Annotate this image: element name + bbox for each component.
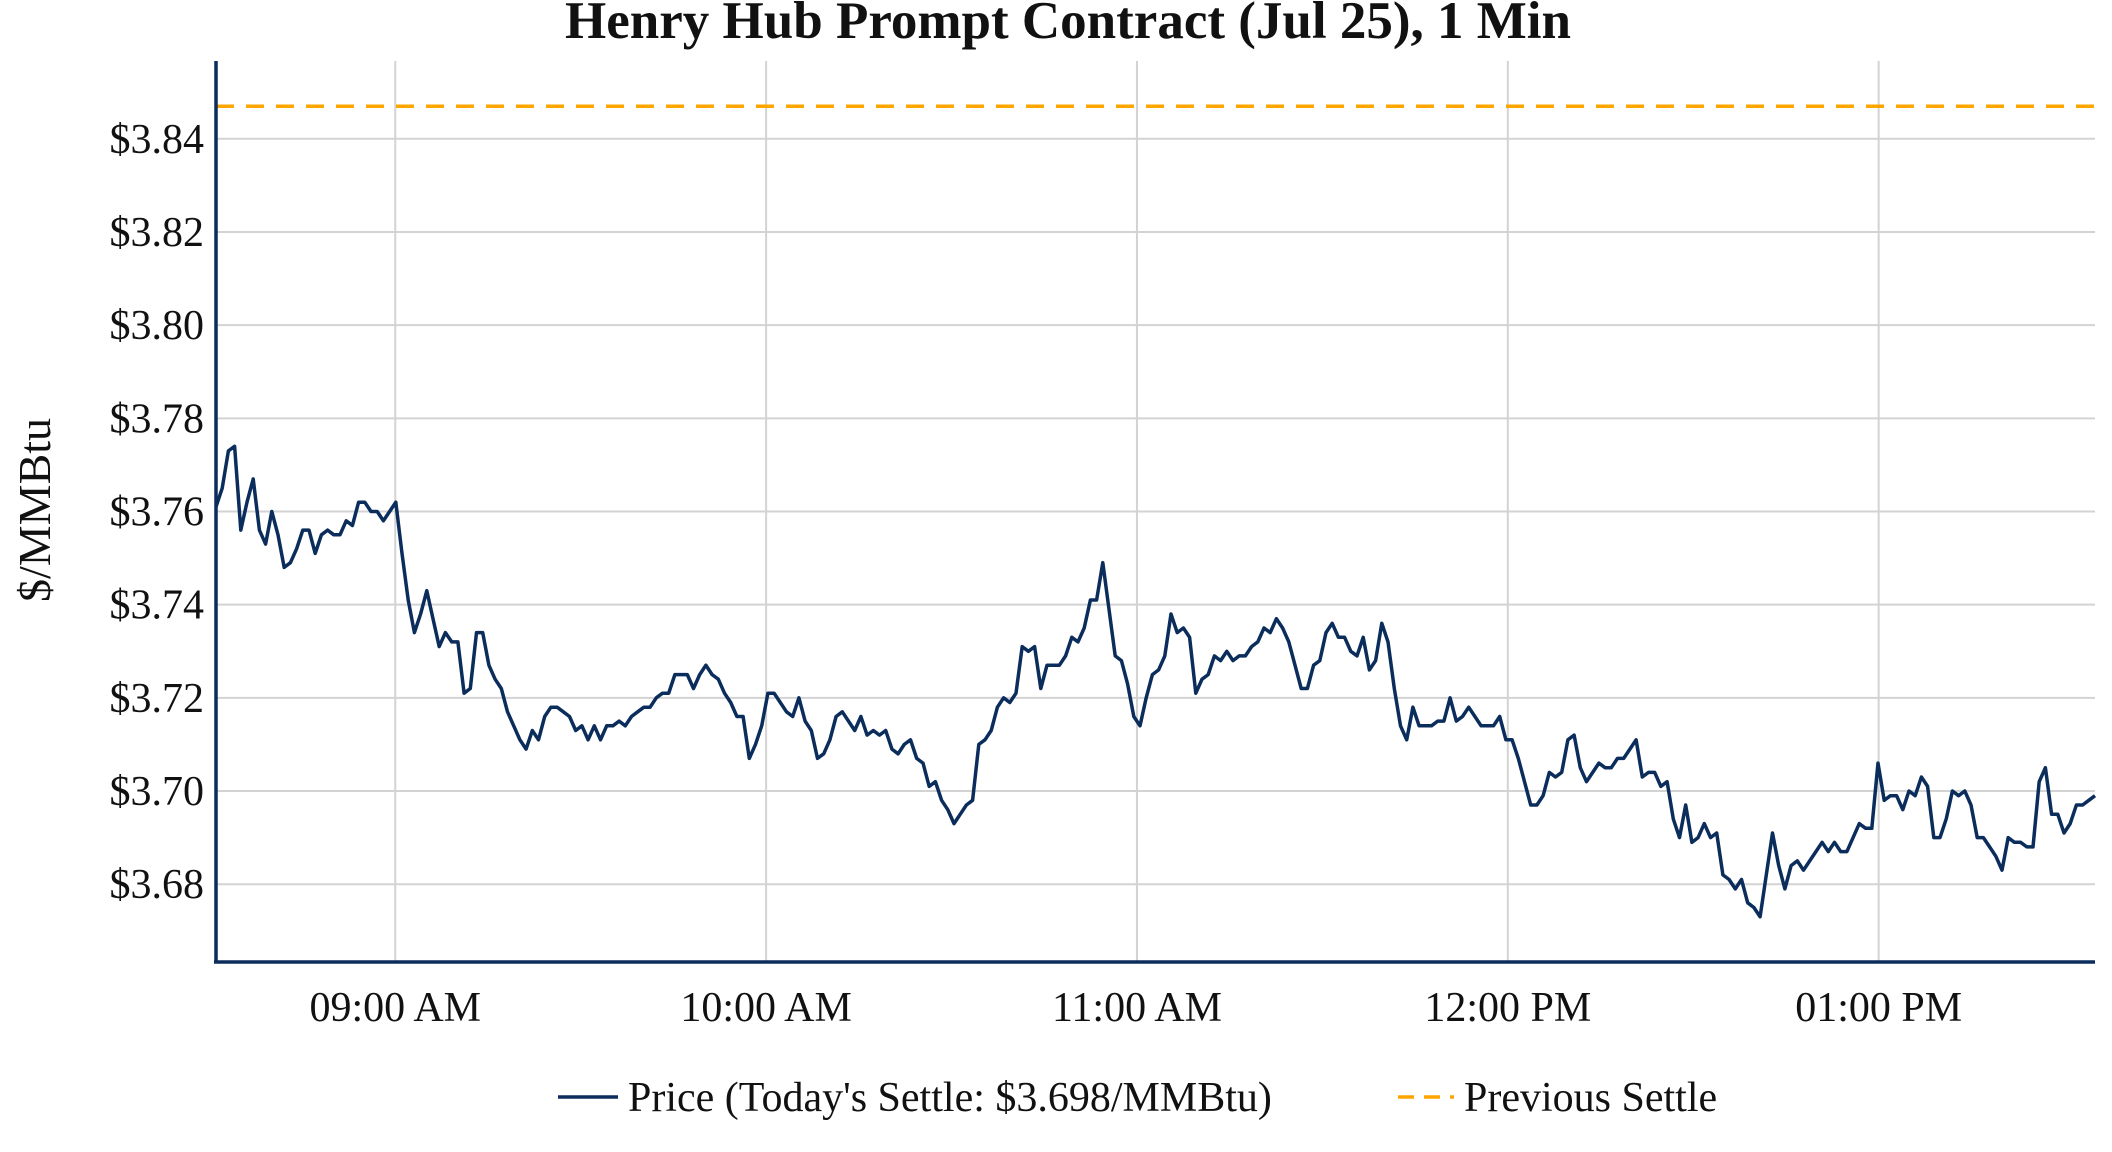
- y-tick-label: $3.74: [110, 583, 205, 629]
- y-tick-label: $3.76: [110, 490, 205, 536]
- x-tick-label: 12:00 PM: [1424, 985, 1591, 1031]
- x-tick-label: 01:00 PM: [1795, 985, 1962, 1031]
- y-tick-label: $3.70: [110, 769, 205, 815]
- x-axis-ticks: 09:00 AM 10:00 AM 11:00 AM 12:00 PM 01:00 PM: [309, 985, 1962, 1031]
- x-tick-label: 10:00 AM: [680, 985, 852, 1031]
- chart-title: Henry Hub Prompt Contract (Jul 25), 1 Mi…: [565, 0, 1571, 50]
- legend: Price (Today's Settle: $3.698/MMBtu) Pre…: [558, 1075, 1717, 1121]
- legend-price-label: Price (Today's Settle: $3.698/MMBtu): [628, 1075, 1272, 1121]
- legend-previous-settle-label: Previous Settle: [1464, 1075, 1717, 1121]
- y-tick-label: $3.80: [110, 303, 205, 349]
- y-axis-label: $/MMBtu: [9, 418, 60, 602]
- y-tick-label: $3.72: [110, 676, 205, 722]
- y-tick-label: $3.84: [110, 117, 205, 163]
- y-axis-ticks: $3.68 $3.70 $3.72 $3.74 $3.76 $3.78 $3.80 $3.82…: [110, 117, 205, 908]
- y-tick-label: $3.78: [110, 396, 205, 442]
- x-tick-label: 11:00 AM: [1052, 985, 1222, 1031]
- x-tick-label: 09:00 AM: [309, 985, 481, 1031]
- y-tick-label: $3.68: [110, 862, 205, 908]
- grid: [216, 61, 2095, 962]
- price-series-line: [214, 444, 2097, 919]
- y-tick-label: $3.82: [110, 210, 205, 256]
